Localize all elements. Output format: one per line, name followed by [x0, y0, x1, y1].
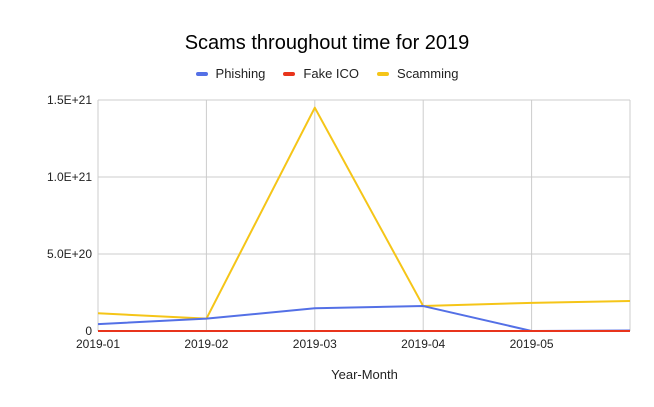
legend-swatch-scamming	[377, 71, 390, 76]
y-tick-label: 1.0E+21	[47, 170, 92, 184]
x-axis-label: Year-Month	[331, 367, 398, 382]
x-tick-label: 2019-02	[184, 337, 228, 351]
series-line-scamming	[97, 106, 631, 320]
y-tick-label: 1.5E+21	[47, 93, 92, 107]
legend-label-phishing: Phishing	[215, 66, 266, 81]
y-tick-label: 5.0E+20	[47, 247, 92, 261]
x-tick-label: 2019-03	[293, 337, 337, 351]
x-tick-label: 2019-05	[510, 337, 554, 351]
legend-label-fake-ico: Fake ICO	[303, 66, 360, 81]
legend-item-scamming[interactable]: Scamming	[377, 66, 458, 81]
chart-title: Scams throughout time for 2019	[184, 32, 470, 54]
legend-item-fake-ico[interactable]: Fake ICO	[283, 66, 359, 81]
x-tick-label: 2019-01	[76, 337, 120, 351]
y-tick-label: 0	[85, 324, 92, 338]
legend-item-phishing[interactable]: Phishing	[195, 66, 266, 81]
series-line-phishing	[97, 305, 631, 332]
x-tick-label: 2019-04	[401, 337, 445, 351]
chart-legend: Phishing Fake ICO Scamming	[0, 66, 654, 81]
legend-swatch-phishing	[195, 71, 208, 76]
legend-swatch-fake-ico	[283, 71, 296, 76]
legend-label-scamming: Scamming	[397, 66, 459, 81]
